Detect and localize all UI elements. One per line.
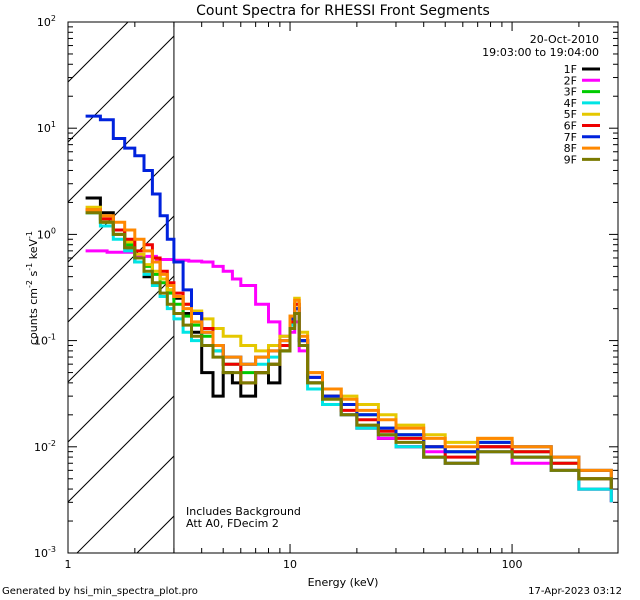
series-line-2f <box>85 249 613 503</box>
legend-label-9f: 9F <box>564 153 577 166</box>
annotation-attenuator: Att A0, FDecim 2 <box>186 517 279 530</box>
time-range-label: 19:03:00 to 19:04:00 <box>482 46 599 59</box>
series-layer <box>85 114 613 503</box>
y-tick-label: 100 <box>37 226 56 241</box>
legend-label-4f: 4F <box>564 97 577 110</box>
hatch-line <box>68 215 174 323</box>
y-tick-label: 10-2 <box>34 439 56 454</box>
series-line-8f <box>85 208 613 479</box>
hatch-line <box>437 22 640 553</box>
x-tick-label: 100 <box>502 558 523 571</box>
y-axis: 10-3 10-2 10-1 100 101 102 <box>34 14 618 560</box>
y-tick-label: 10-1 <box>34 333 56 348</box>
legend-label-1f: 1F <box>564 63 577 76</box>
hatch-line <box>76 455 174 553</box>
plot-frame <box>67 21 619 554</box>
x-axis-label: Energy (keV) <box>308 576 379 589</box>
legend-label-7f: 7F <box>564 131 577 144</box>
y-tick-label: 101 <box>37 120 56 135</box>
hatch-line <box>68 22 69 23</box>
y-tick-label: 10-3 <box>34 545 56 560</box>
series-line-4f <box>85 211 613 503</box>
chart-title: Count Spectra for RHESSI Front Segments <box>196 3 490 19</box>
y-tick-label: 102 <box>37 14 56 29</box>
shaded-region <box>68 22 640 553</box>
legend-label-6f: 6F <box>564 120 577 133</box>
y-axis-label: counts cm-2 s-1 keV-1 <box>25 231 40 345</box>
legend-label-2f: 2F <box>564 74 577 87</box>
hatch-line <box>68 275 174 383</box>
x-tick-label: 1 <box>65 558 72 571</box>
legend-label-8f: 8F <box>564 142 577 155</box>
date-label: 20-Oct-2010 <box>530 33 599 46</box>
hatch-line <box>68 155 174 263</box>
x-tick-label: 10 <box>283 558 297 571</box>
hatch-line <box>617 22 640 553</box>
hatch-line <box>68 35 174 143</box>
hatch-line <box>68 395 174 503</box>
annotation-background: Includes Background <box>186 505 301 518</box>
hatch-line <box>68 335 174 443</box>
legend-label-3f: 3F <box>564 86 577 99</box>
hatch-line <box>68 95 174 203</box>
series-line-9f <box>85 211 613 490</box>
series-line-5f <box>85 205 613 490</box>
x-axis: 1 10 100 <box>65 22 619 571</box>
series-line-7f <box>85 114 613 490</box>
legend-label-5f: 5F <box>564 108 577 121</box>
hatch-line <box>377 22 640 553</box>
generator-label: Generated by hsi_min_spectra_plot.pro <box>2 586 198 597</box>
timestamp-label: 17-Apr-2023 03:12 <box>528 586 622 597</box>
